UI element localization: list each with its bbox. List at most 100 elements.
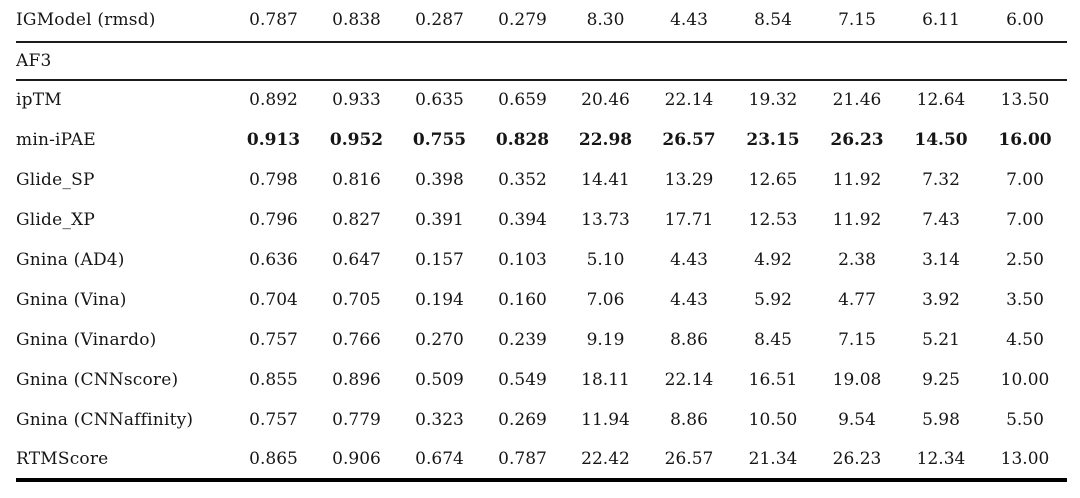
value-cell: 13.29: [664, 169, 714, 190]
value-cell: 4.43: [647, 0, 731, 43]
value-cell: 0.766: [332, 329, 381, 350]
table-row: IGModel (rmsd) 0.787 0.838 0.287 0.279 8.30 4.…: [16, 0, 1067, 43]
value-cell: 5.50: [1006, 409, 1044, 430]
value-cell: 0.913: [246, 129, 301, 150]
value-cell: 6.11: [899, 0, 983, 43]
value-cell: 0.323: [415, 409, 464, 430]
value-cell: 5.98: [922, 409, 960, 430]
value-cell: 7.00: [1006, 209, 1044, 230]
value-cell: 0.798: [249, 169, 298, 190]
value-cell: 0.828: [495, 129, 550, 150]
value-cell: 26.57: [647, 440, 731, 482]
value-cell: 12.64: [916, 90, 966, 110]
value-cell: 0.757: [249, 329, 298, 350]
table-row: RTMScore 0.865 0.906 0.674 0.787 22.42 26.57 21…: [16, 440, 1067, 482]
value-cell: 8.86: [670, 329, 708, 350]
value-cell: 26.57: [662, 129, 716, 150]
table-row: Gnina (Vinardo) 0.757 0.766 0.270 0.239 9.19 8…: [16, 320, 1067, 360]
value-cell: 0.647: [332, 249, 381, 270]
results-table: IGModel (rmsd) 0.787 0.838 0.287 0.279 8.30 4.…: [16, 0, 1067, 482]
table-row: Glide_XP 0.796 0.827 0.391 0.394 13.73 17.71 12…: [16, 200, 1067, 240]
value-cell: 14.50: [914, 129, 968, 150]
value-cell: 12.65: [748, 169, 798, 190]
value-cell: 5.21: [922, 329, 960, 350]
value-cell: 0.194: [415, 289, 464, 310]
value-cell: 7.15: [815, 0, 899, 43]
value-cell: 0.787: [232, 0, 315, 43]
row-label: Glide_XP: [16, 209, 96, 230]
value-cell: 22.42: [564, 440, 647, 482]
value-cell: 13.50: [1000, 90, 1050, 110]
value-cell: 10.50: [748, 409, 798, 430]
value-cell: 22.14: [664, 90, 714, 110]
value-cell: 0.674: [398, 440, 481, 482]
value-cell: 8.86: [670, 409, 708, 430]
row-label: Glide_SP: [16, 169, 95, 190]
value-cell: 12.34: [899, 440, 983, 482]
value-cell: 7.43: [922, 209, 960, 230]
value-cell: 7.06: [586, 289, 625, 310]
value-cell: 7.00: [1006, 169, 1044, 190]
value-cell: 0.509: [415, 369, 464, 390]
value-cell: 0.157: [415, 249, 464, 270]
value-cell: 5.10: [586, 249, 625, 270]
value-cell: 0.865: [232, 440, 315, 482]
value-cell: 0.394: [498, 209, 547, 230]
row-label: Gnina (CNNscore): [16, 369, 179, 390]
value-cell: 0.659: [498, 90, 547, 110]
value-cell: 0.705: [332, 289, 381, 310]
value-cell: 23.15: [746, 129, 800, 150]
value-cell: 9.19: [586, 329, 625, 350]
value-cell: 0.635: [415, 90, 464, 110]
value-cell: 5.92: [754, 289, 792, 310]
table-row: Gnina (CNNscore) 0.855 0.896 0.509 0.549 18.1…: [16, 360, 1067, 400]
value-cell: 4.77: [838, 289, 876, 310]
value-cell: 0.906: [315, 440, 398, 482]
value-cell: 0.757: [249, 409, 298, 430]
row-label: ipTM: [16, 90, 62, 110]
value-cell: 9.54: [838, 409, 876, 430]
value-cell: 20.46: [581, 90, 630, 110]
value-cell: 19.08: [832, 369, 882, 390]
row-label: RTMScore: [16, 440, 232, 482]
value-cell: 0.796: [249, 209, 298, 230]
value-cell: 4.43: [670, 249, 708, 270]
table-row: Gnina (AD4) 0.636 0.647 0.157 0.103 5.10 4.43 4…: [16, 240, 1067, 280]
value-cell: 0.779: [332, 409, 381, 430]
value-cell: 0.892: [249, 90, 298, 110]
table-row: Gnina (Vina) 0.704 0.705 0.194 0.160 7.06 4.43…: [16, 280, 1067, 320]
value-cell: 22.14: [664, 369, 714, 390]
value-cell: 17.71: [664, 209, 714, 230]
value-cell: 8.54: [731, 0, 815, 43]
table-row: min-iPAE 0.913 0.952 0.755 0.828 22.98 26.57 23…: [16, 120, 1067, 160]
value-cell: 26.23: [815, 440, 899, 482]
value-cell: 0.855: [249, 369, 298, 390]
value-cell: 2.50: [1006, 249, 1044, 270]
table-row: Glide_SP 0.798 0.816 0.398 0.352 14.41 13.29 12…: [16, 160, 1067, 200]
value-cell: 22.98: [578, 129, 633, 150]
value-cell: 8.45: [754, 329, 792, 350]
row-label: Gnina (AD4): [16, 249, 125, 270]
value-cell: 18.11: [581, 369, 630, 390]
value-cell: 4.43: [670, 289, 708, 310]
row-label: Gnina (Vinardo): [16, 329, 157, 350]
value-cell: 0.270: [415, 329, 464, 350]
value-cell: 0.103: [498, 249, 547, 270]
row-label: Gnina (Vina): [16, 289, 127, 310]
value-cell: 9.25: [922, 369, 960, 390]
value-cell: 16.51: [748, 369, 798, 390]
value-cell: 0.269: [498, 409, 547, 430]
value-cell: 0.287: [398, 0, 481, 43]
value-cell: 0.160: [498, 289, 547, 310]
value-cell: 8.30: [564, 0, 647, 43]
value-cell: 0.838: [315, 0, 398, 43]
value-cell: 21.34: [731, 440, 815, 482]
value-cell: 0.636: [249, 249, 298, 270]
table-row: ipTM 0.892 0.933 0.635 0.659 20.46 22.14 19.32 2…: [16, 80, 1067, 120]
section-row: AF3: [16, 42, 1067, 81]
row-label: min-iPAE: [16, 129, 96, 150]
table-body: IGModel (rmsd) 0.787 0.838 0.287 0.279 8.30 4.…: [16, 0, 1067, 482]
value-cell: 11.92: [832, 209, 882, 230]
value-cell: 16.00: [998, 129, 1052, 150]
